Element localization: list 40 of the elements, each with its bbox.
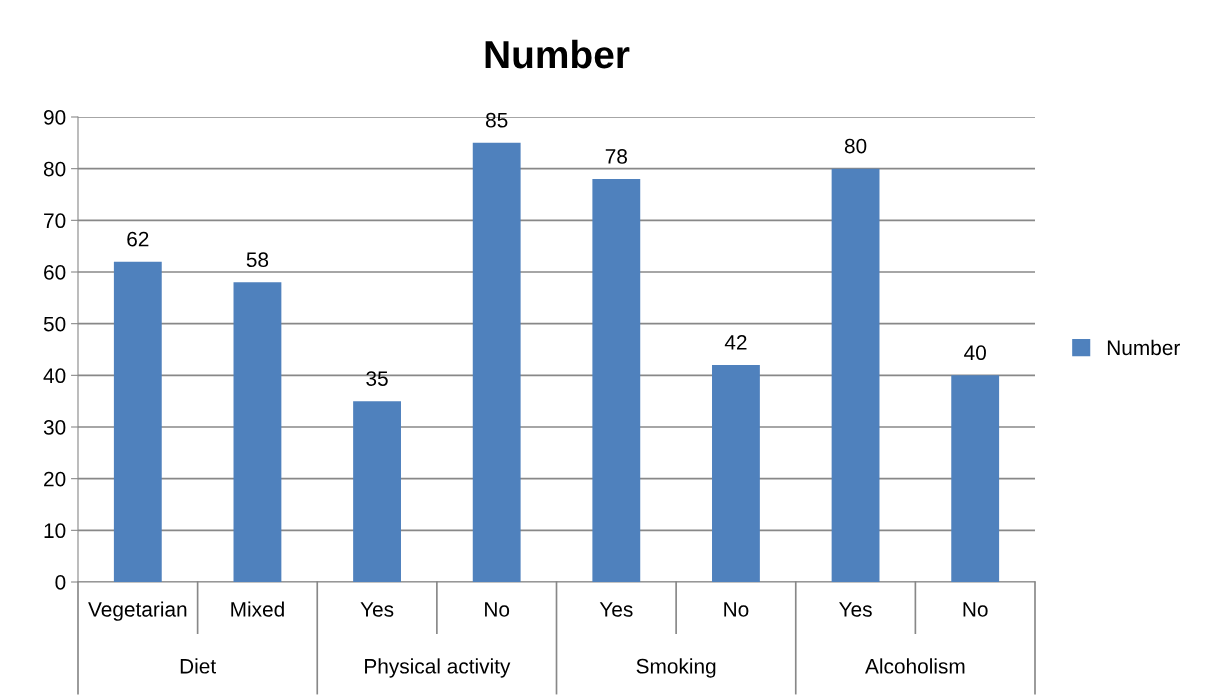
y-tick-label: 60 xyxy=(44,265,66,280)
data-label: 80 xyxy=(844,138,867,154)
y-tick-label: 50 xyxy=(43,316,66,332)
y-tick-label: 20 xyxy=(44,471,66,487)
x-tick-label: Yes xyxy=(839,602,872,617)
x-tick-label: No xyxy=(963,602,988,617)
x-tick-label: Vegetarian xyxy=(88,601,187,621)
x-tick-label: Yes xyxy=(599,602,633,617)
data-label: 85 xyxy=(486,112,508,128)
y-tick-label: 0 xyxy=(55,575,66,590)
x-tick-label: No xyxy=(724,602,749,617)
bar xyxy=(951,375,1000,582)
chart-title: Number xyxy=(485,39,630,69)
data-label: 58 xyxy=(246,252,269,268)
x-tick-label: Mixed xyxy=(231,601,284,617)
bar xyxy=(353,401,401,582)
x-tick-label: Yes xyxy=(360,602,394,617)
bar xyxy=(831,168,880,582)
y-tick-label: 40 xyxy=(43,368,66,384)
bar xyxy=(472,142,521,582)
bar xyxy=(712,365,760,582)
data-label: 78 xyxy=(605,149,627,164)
data-label: 42 xyxy=(724,335,747,350)
y-tick-label: 90 xyxy=(44,110,66,125)
bar xyxy=(592,179,641,582)
x-tick-label: No xyxy=(485,602,510,617)
y-tick-label: 10 xyxy=(44,523,66,539)
text: Smoking xyxy=(636,658,716,678)
bar xyxy=(233,282,282,582)
y-tick-label: 30 xyxy=(43,420,66,435)
text: Diet xyxy=(180,658,216,674)
text: Alcoholism xyxy=(865,658,965,674)
data-label: 62 xyxy=(127,231,149,247)
bar xyxy=(113,261,162,582)
text: Physical activity xyxy=(365,658,511,678)
data-label: 40 xyxy=(964,345,986,361)
y-tick-label: 80 xyxy=(43,161,66,177)
legend-label: Number xyxy=(1107,339,1180,356)
data-label: 35 xyxy=(366,371,388,386)
y-tick-label: 70 xyxy=(44,213,66,229)
